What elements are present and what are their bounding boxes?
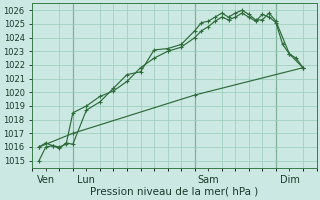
X-axis label: Pression niveau de la mer( hPa ): Pression niveau de la mer( hPa ): [90, 187, 259, 197]
